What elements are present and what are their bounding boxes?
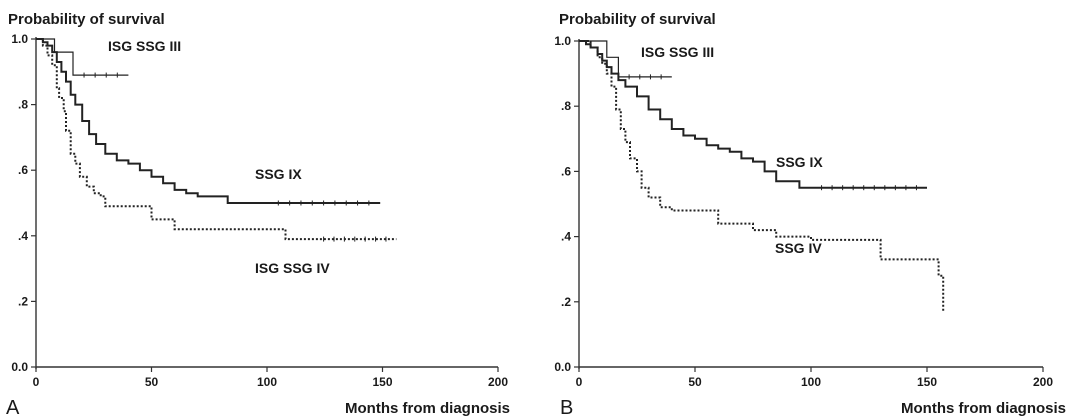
x-tick-label: 50: [688, 375, 702, 389]
x-axis-label: Months from diagnosis: [901, 400, 1066, 417]
series-label-ssg-ix: SSG IX: [776, 154, 823, 170]
series-line-isg-ssg-iv: [36, 38, 397, 241]
y-axis-label: Probability of survival: [8, 11, 165, 28]
y-tick-label: .2: [561, 295, 571, 309]
series-layer: [579, 40, 945, 312]
series-line-ssg-ix: [36, 38, 381, 204]
y-tick-label: .6: [561, 164, 571, 178]
x-tick-label: 0: [33, 375, 40, 389]
y-tick-label: 0.0: [554, 360, 571, 374]
series-label-ssg-ix: SSG IX: [255, 166, 302, 182]
series-line-ssg-ix: [579, 40, 927, 189]
series-line-isg-ssg-iii: [36, 38, 129, 76]
y-tick-label: .8: [18, 98, 28, 112]
series-label-isg-ssg-iii: ISG SSG III: [108, 38, 181, 54]
x-tick-label: 100: [801, 375, 821, 389]
series-layer: [36, 38, 397, 242]
x-tick-label: 200: [1033, 375, 1053, 389]
y-tick-label: 1.0: [554, 34, 571, 48]
series-label-isg-ssg-iv: ISG SSG IV: [255, 260, 330, 276]
panel-b: Probability of survival 0 50 100 150 200 0.0.…: [554, 11, 1066, 419]
y-tick-label: 1.0: [11, 32, 28, 46]
y-tick-label: .8: [561, 99, 571, 113]
y-tick-label: .2: [18, 294, 28, 308]
y-tick-label: .4: [561, 230, 571, 244]
x-tick-label: 50: [145, 375, 159, 389]
series-label-ssg-iv: SSG IV: [775, 240, 822, 256]
panel-a: Probability of survival 0 50 100 150 200 0.0.…: [6, 11, 510, 419]
x-tick-label: 150: [372, 375, 392, 389]
y-tick-label: 0.0: [11, 360, 28, 374]
y-axis-label: Probability of survival: [559, 11, 716, 28]
axis-ticks: 0 50 100 150 200 0.0 .2 .4 .6 .8 1.0: [11, 32, 508, 389]
axis-ticks: 0 50 100 150 200 0.0 .2 .4 .6 .8 1.0: [554, 34, 1053, 389]
panel-label-a: A: [6, 397, 20, 419]
x-tick-label: 0: [576, 375, 583, 389]
y-tick-label: .4: [18, 229, 28, 243]
series-line-ssg-iv: [579, 40, 945, 312]
panel-label-b: B: [560, 397, 573, 419]
x-axis-label: Months from diagnosis: [345, 400, 510, 417]
x-tick-label: 150: [917, 375, 937, 389]
x-tick-label: 100: [257, 375, 277, 389]
series-label-isg-ssg-iii: ISG SSG III: [641, 44, 714, 60]
y-tick-label: .6: [18, 163, 28, 177]
x-tick-label: 200: [488, 375, 508, 389]
